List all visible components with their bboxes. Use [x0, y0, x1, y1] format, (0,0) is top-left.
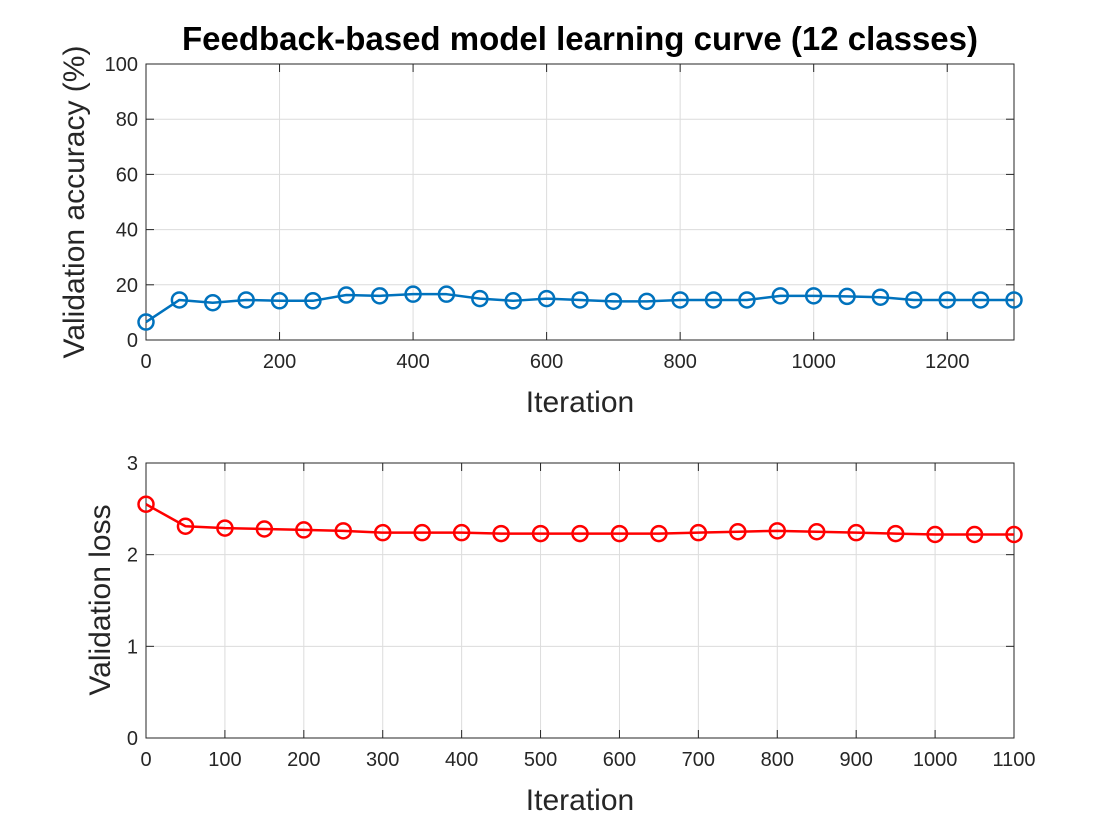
x-tick-label: 0	[140, 749, 151, 771]
x-tick-label: 200	[263, 351, 296, 373]
plot-area	[146, 463, 1014, 738]
data-point	[373, 523, 392, 542]
data-point	[255, 520, 274, 538]
data-point	[237, 291, 255, 309]
data-point	[337, 286, 356, 304]
x-tick-label: 400	[396, 351, 429, 373]
data-point	[537, 289, 556, 308]
axes-box	[145, 63, 1015, 341]
data-point	[807, 523, 826, 541]
data-point	[1005, 525, 1023, 544]
data-point	[437, 285, 456, 303]
y-tick-label: 0	[127, 330, 138, 352]
x-tick-label: 800	[761, 749, 794, 771]
accuracy-chart: 0 200 400 600 800 1000 1200 0 20 40 60 80 100 Feedbac…	[58, 20, 1023, 419]
data-point	[571, 291, 589, 309]
data-point	[689, 523, 708, 542]
data-point	[404, 285, 422, 303]
data-point	[295, 521, 313, 539]
data-point	[604, 292, 623, 311]
data-point	[838, 287, 856, 306]
data-point	[531, 524, 550, 543]
data-point	[610, 524, 629, 543]
data-point	[905, 291, 923, 309]
data-point	[452, 523, 471, 542]
data-point	[170, 291, 189, 309]
y-tick-label: 80	[116, 109, 138, 131]
x-tick-label: 500	[524, 749, 557, 771]
x-tick-label: 1000	[791, 351, 836, 373]
chart-title: Feedback-based model learning curve (12 …	[182, 20, 978, 57]
x-tick-label: 600	[603, 749, 636, 771]
x-tick-label: 1000	[913, 749, 958, 771]
data-point	[965, 525, 984, 544]
data-point	[370, 287, 389, 305]
axes-box	[145, 462, 1015, 739]
data-point	[137, 495, 155, 513]
data-point	[204, 293, 222, 312]
series-line	[145, 503, 1014, 536]
data-point	[768, 522, 787, 540]
data-point	[738, 291, 756, 309]
x-tick-label: 1200	[925, 351, 970, 373]
data-point	[886, 524, 905, 543]
data-point	[938, 291, 956, 309]
data-point	[270, 292, 289, 310]
x-tick-label: 600	[530, 351, 563, 373]
y-tick-label: 20	[116, 275, 138, 297]
y-tick-label: 0	[127, 728, 138, 750]
data-point	[971, 291, 990, 309]
x-tick-label: 0	[140, 351, 151, 373]
data-point	[334, 522, 353, 540]
data-point	[729, 523, 747, 541]
data-point	[871, 288, 890, 306]
y-tick-label: 40	[116, 220, 138, 242]
data-point	[1005, 291, 1023, 309]
data-point	[926, 525, 944, 544]
data-point	[176, 517, 195, 535]
data-point	[413, 523, 431, 542]
x-axis-label: Iteration	[526, 784, 634, 817]
x-axis-label: Iteration	[526, 386, 634, 419]
data-point	[771, 287, 790, 305]
data-point	[671, 291, 689, 309]
data-point	[704, 291, 723, 309]
data-point	[492, 524, 510, 543]
x-tick-label: 400	[445, 749, 478, 771]
y-tick-label: 1	[127, 636, 138, 658]
x-tick-label: 200	[287, 749, 320, 771]
data-point	[638, 292, 656, 311]
data-point	[471, 289, 489, 308]
y-axis-label: Validation loss	[84, 504, 117, 695]
data-point	[304, 292, 322, 310]
data-point	[216, 519, 234, 537]
loss-chart: 0 100 200 300 400 500 600 700 800 900 1000 1100 0 1 2 3…	[84, 453, 1036, 817]
data-point	[847, 523, 865, 542]
series-line	[145, 292, 1014, 324]
y-axis-label: Validation accuracy (%)	[58, 46, 91, 359]
x-tick-label: 1100	[992, 749, 1035, 771]
y-tick-label: 3	[127, 453, 138, 475]
data-point	[650, 524, 668, 543]
data-point	[137, 313, 155, 331]
plot-area	[146, 64, 1014, 340]
x-tick-label: 100	[208, 749, 241, 771]
data-point	[571, 524, 589, 543]
y-tick-label: 100	[105, 54, 138, 76]
data-point	[504, 292, 522, 310]
y-tick-label: 2	[127, 545, 138, 567]
x-tick-label: 300	[366, 749, 399, 771]
x-tick-label: 800	[663, 351, 696, 373]
data-point	[804, 287, 823, 305]
x-tick-label: 700	[682, 749, 715, 771]
x-tick-label: 900	[839, 749, 872, 771]
y-tick-label: 60	[116, 164, 138, 186]
